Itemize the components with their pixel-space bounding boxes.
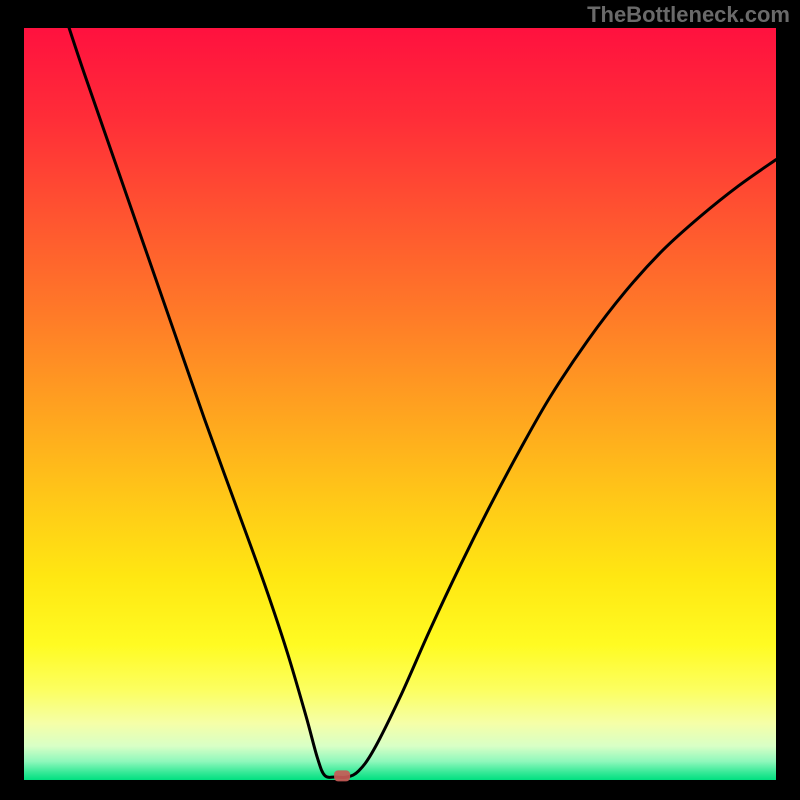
- bottleneck-chart: TheBottleneck.com: [0, 0, 800, 800]
- chart-plot-area: [24, 28, 776, 780]
- optimal-point-marker: [334, 770, 350, 781]
- watermark-text: TheBottleneck.com: [587, 2, 790, 27]
